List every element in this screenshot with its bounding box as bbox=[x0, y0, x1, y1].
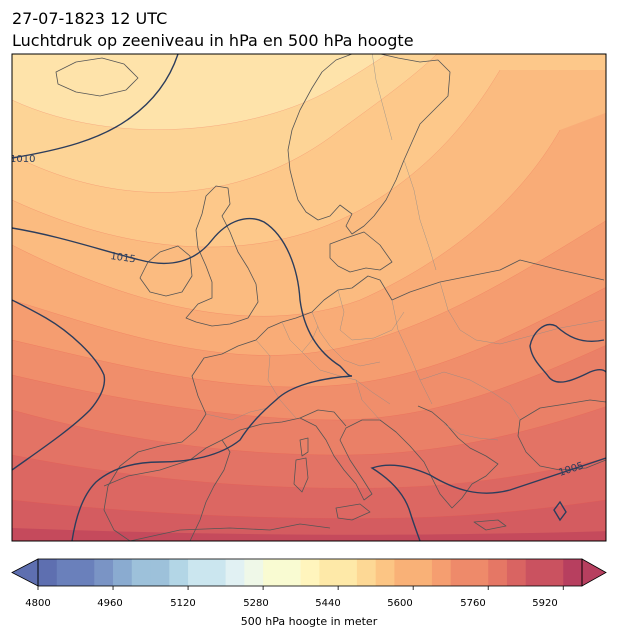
map-date-title: 27-07-1823 12 UTC bbox=[12, 9, 168, 28]
colorbar-segment bbox=[356, 559, 377, 586]
colorbar-tick-label: 5280 bbox=[243, 598, 269, 609]
colorbar-tick-label: 5920 bbox=[532, 598, 558, 609]
colorbar-segment bbox=[206, 559, 227, 586]
colorbar-segment bbox=[450, 559, 471, 586]
colorbar-segment bbox=[394, 559, 414, 586]
colorbar-segment bbox=[300, 559, 320, 586]
colorbar-segment bbox=[506, 559, 527, 586]
scandinavia-coast bbox=[287, 54, 451, 235]
colorbar-tick-label: 4800 bbox=[25, 598, 51, 609]
colorbar-segment bbox=[544, 559, 564, 586]
north-africa-coast bbox=[129, 523, 331, 541]
colorbar-segment bbox=[319, 559, 339, 586]
colorbar-tick-label: 5120 bbox=[170, 598, 196, 609]
country-borders bbox=[205, 54, 605, 441]
isobar-ne-loop bbox=[529, 323, 606, 383]
colorbar-segment bbox=[263, 559, 283, 586]
colorbar-segment bbox=[244, 559, 264, 586]
isobar-1015-west bbox=[12, 299, 106, 471]
colorbar-extend-high bbox=[581, 558, 607, 587]
isobar-label-1015: 1015 bbox=[110, 251, 137, 265]
colorbar-frame bbox=[37, 558, 583, 587]
colorbar-segment bbox=[281, 559, 302, 586]
isobar-small-low bbox=[553, 500, 567, 522]
med-coast-north bbox=[221, 405, 499, 509]
colorbar-segment bbox=[56, 559, 77, 586]
colorbar-segment bbox=[563, 559, 583, 586]
colorbar-segment bbox=[38, 559, 58, 586]
crete bbox=[473, 519, 507, 531]
isobar-1010-north bbox=[12, 54, 179, 159]
colorbar-segment bbox=[413, 559, 433, 586]
colorbar-extend-low bbox=[11, 558, 39, 587]
map-title: Luchtdruk op zeeniveau in hPa en 500 hPa… bbox=[12, 31, 414, 50]
colorbar-segment bbox=[169, 559, 189, 586]
colorbar-label: 500 hPa hoogte in meter bbox=[240, 615, 378, 628]
colorbar-segment bbox=[338, 559, 358, 586]
isobar-1015 bbox=[12, 217, 353, 541]
colorbar-segment bbox=[113, 559, 133, 586]
colorbar-tick-label: 5600 bbox=[387, 598, 413, 609]
colorbar-tick-label: 5760 bbox=[460, 598, 486, 609]
britain-coast bbox=[185, 185, 259, 327]
black-sea-coast bbox=[517, 399, 606, 471]
height-band-10 bbox=[12, 499, 606, 541]
colorbar-tick-label: 5440 bbox=[315, 598, 341, 609]
baltic-coast bbox=[329, 231, 393, 273]
colorbar-segment bbox=[131, 559, 152, 586]
height-band-11 bbox=[12, 528, 606, 541]
sardinia bbox=[293, 457, 309, 493]
sicily bbox=[335, 503, 371, 521]
isobars bbox=[12, 54, 606, 541]
colorbar-segment bbox=[188, 559, 208, 586]
corsica bbox=[299, 437, 309, 457]
colorbar-segment bbox=[431, 559, 452, 586]
continent-coast bbox=[103, 259, 605, 541]
colorbar-segment bbox=[150, 559, 170, 586]
italy-coast bbox=[299, 409, 347, 427]
map-panel: 1010 1015 1005 bbox=[10, 54, 606, 541]
iceland-coast bbox=[55, 57, 139, 97]
colorbar bbox=[11, 558, 607, 587]
map-frame bbox=[11, 53, 607, 542]
colorbar-segment bbox=[525, 559, 546, 586]
colorbar-segment bbox=[469, 559, 489, 586]
colorbar-tick-label: 4960 bbox=[97, 598, 123, 609]
colorbar-segment bbox=[75, 559, 95, 586]
colorbar-segment bbox=[94, 559, 114, 586]
ireland-coast bbox=[139, 245, 193, 297]
iberia-coast bbox=[103, 439, 231, 541]
colorbar-ticks bbox=[37, 586, 564, 590]
coastlines bbox=[55, 54, 606, 541]
colorbar-segment bbox=[375, 559, 396, 586]
colorbar-segment bbox=[488, 559, 508, 586]
isobar-1005-east bbox=[370, 457, 606, 541]
isobar-label-1010: 1010 bbox=[10, 154, 35, 165]
colorbar-segment bbox=[225, 559, 245, 586]
